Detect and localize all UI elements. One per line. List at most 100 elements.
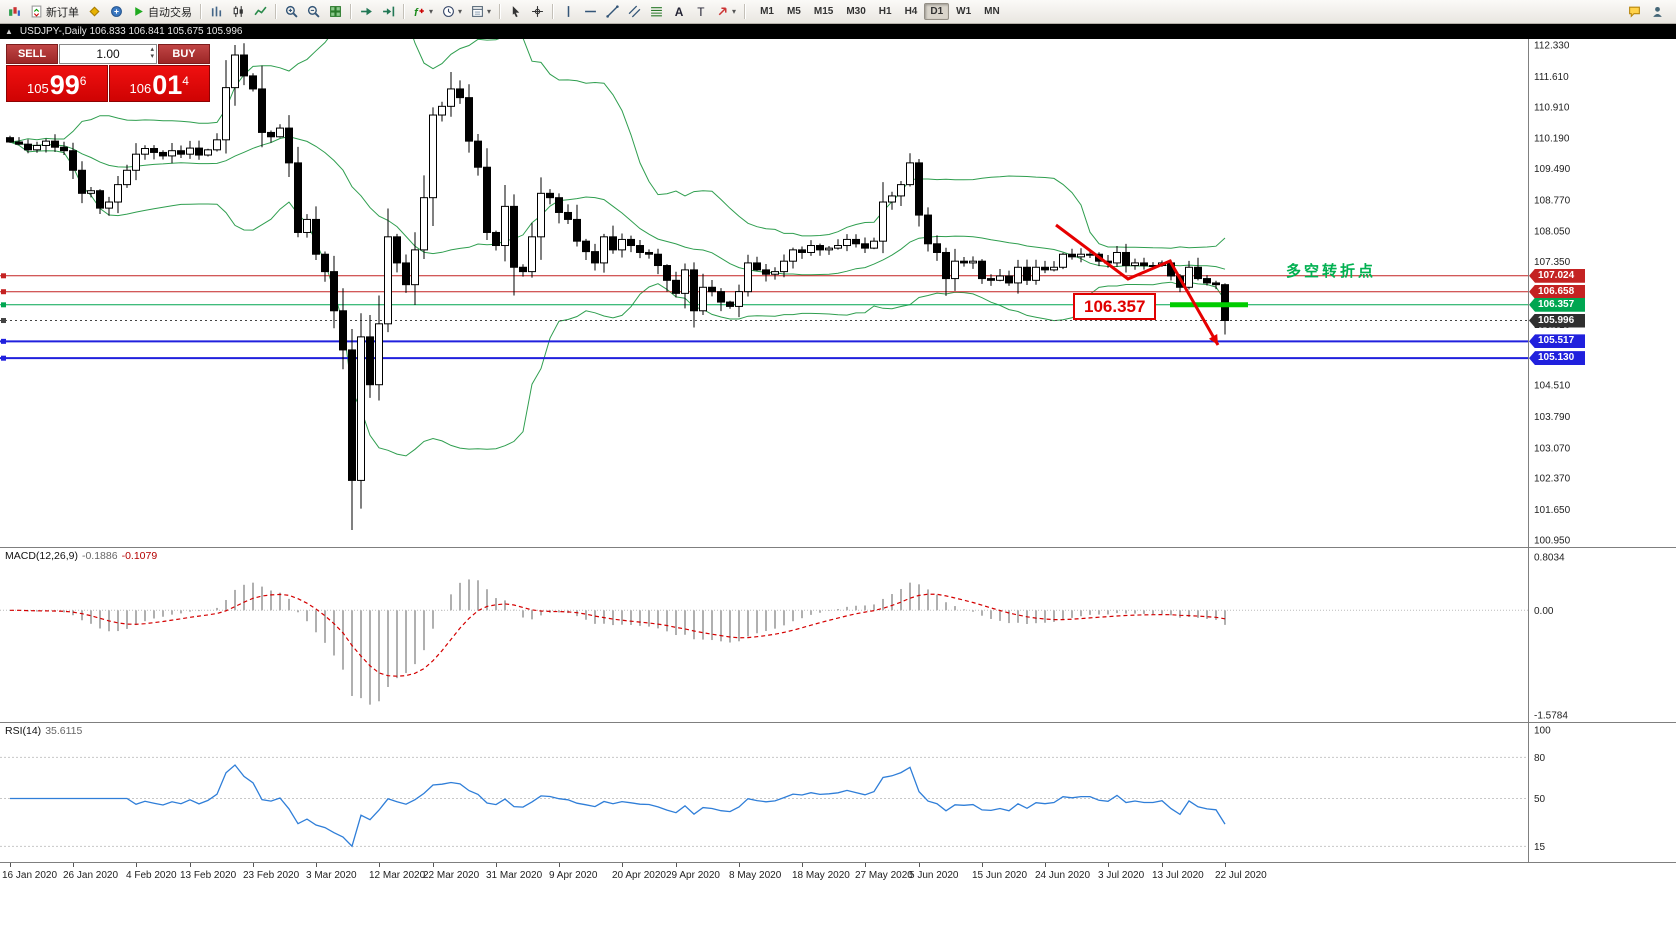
autotrading-button-label: 自动交易 <box>148 6 192 19</box>
tile-icon <box>329 5 342 18</box>
crosshair-button[interactable] <box>527 1 548 23</box>
horizontal-line-button[interactable] <box>580 1 601 23</box>
time-tick <box>190 863 191 867</box>
collapse-chart-icon[interactable]: ▲ <box>5 27 13 36</box>
fibo-icon <box>650 5 663 18</box>
svg-text:T: T <box>697 5 704 18</box>
time-tick <box>559 863 560 867</box>
timeframe-m1[interactable]: M1 <box>760 6 774 17</box>
volume-value: 1.00 <box>96 47 120 61</box>
svg-text:0.00: 0.00 <box>1534 606 1554 617</box>
time-tick <box>739 863 740 867</box>
rsi-panel-canvas[interactable]: 100 80 50 15 <box>0 722 1676 862</box>
price-flag-106.357: 106.357 <box>1529 297 1585 312</box>
time-axis-label: 12 Mar 2020 <box>369 870 426 881</box>
macd-panel-canvas[interactable]: 0.8034 0.00 -1.5784 <box>0 547 1676 722</box>
spin-down-icon[interactable]: ▾ <box>150 53 154 60</box>
time-tick <box>136 863 137 867</box>
time-axis-label: 26 Jan 2020 <box>63 870 119 881</box>
timeframe-w1[interactable]: W1 <box>956 6 972 17</box>
market-watch-icon[interactable] <box>84 1 105 23</box>
indicators-icon: f <box>413 5 426 18</box>
sell-button[interactable]: SELL <box>6 44 58 64</box>
dropdown-arrow-icon: ▾ <box>458 7 463 16</box>
time-axis-label: 22 Jul 2020 <box>1215 870 1267 881</box>
new-order-button[interactable]: 新订单 <box>26 1 83 23</box>
sell-price-prefix: 105 <box>27 81 49 96</box>
toolbar-separator <box>744 4 747 19</box>
dropdown-arrow-icon: ▾ <box>732 7 737 16</box>
app-logo-icon[interactable] <box>4 1 25 23</box>
svg-text:108.050: 108.050 <box>1534 227 1571 238</box>
toolbar-separator <box>350 4 352 19</box>
time-axis-label: 5 Jun 2020 <box>909 870 959 881</box>
price-chart-canvas[interactable]: 112.330 111.610 110.910 110.190 109.490 108.7… <box>0 39 1676 547</box>
chat-icon[interactable] <box>1624 1 1645 23</box>
auto-scroll-button[interactable] <box>356 1 377 23</box>
chart-window: ▲ USDJPY-,Daily 106.833 106.841 105.675 … <box>0 24 1676 947</box>
time-tick <box>253 863 254 867</box>
price-flag-105.130: 105.130 <box>1529 351 1585 366</box>
time-axis-label: 29 Apr 2020 <box>666 870 720 881</box>
svg-text:A: A <box>675 5 684 18</box>
time-axis[interactable]: 16 Jan 2020 26 Jan 2020 4 Feb 2020 13 Feb 2… <box>0 862 1676 947</box>
line-chart-button[interactable] <box>250 1 271 23</box>
buy-button[interactable]: BUY <box>158 44 210 64</box>
fibonacci-button[interactable] <box>646 1 667 23</box>
candlestick-chart-button[interactable] <box>228 1 249 23</box>
cursor-button[interactable] <box>505 1 526 23</box>
volume-field[interactable]: 1.00 ▴ ▾ <box>59 44 157 64</box>
price-level-annotation-box[interactable]: 106.357 <box>1073 293 1157 320</box>
svg-text:101.650: 101.650 <box>1534 505 1571 516</box>
buy-price-button[interactable]: 106 01 4 <box>108 65 210 102</box>
toolbar-separator <box>200 4 202 19</box>
buy-price-big: 01 <box>152 70 183 100</box>
chart-shift-button[interactable] <box>378 1 399 23</box>
navigator-icon[interactable] <box>106 1 127 23</box>
time-tick <box>10 863 11 867</box>
indicators-button[interactable]: f ▾ <box>409 1 437 23</box>
time-axis-label: 4 Feb 2020 <box>126 870 177 881</box>
timeframe-h1[interactable]: H1 <box>878 6 892 17</box>
sell-price-button[interactable]: 105 99 6 <box>6 65 108 102</box>
template-icon <box>471 5 484 18</box>
autotrading-button[interactable]: 自动交易 <box>128 1 196 23</box>
svg-text:110.910: 110.910 <box>1534 102 1570 113</box>
price-flag-106.658: 106.658 <box>1529 284 1585 299</box>
bar-chart-button[interactable] <box>206 1 227 23</box>
spin-up-icon[interactable]: ▴ <box>150 46 154 53</box>
cursor-icon <box>509 5 522 18</box>
label-button[interactable]: T <box>690 1 711 23</box>
macd-name: MACD(12,26,9) <box>5 550 78 562</box>
sell-price-sup: 6 <box>79 74 87 88</box>
rsi-name: RSI(14) <box>5 725 42 737</box>
arrows-icon <box>716 5 729 18</box>
textA-icon: A <box>672 5 685 18</box>
community-icon[interactable] <box>1647 1 1668 23</box>
timeframe-m30[interactable]: M30 <box>846 6 866 17</box>
tile-windows-button[interactable] <box>325 1 346 23</box>
volume-spinner[interactable]: ▴ ▾ <box>150 46 154 60</box>
time-axis-label: 13 Feb 2020 <box>180 870 237 881</box>
arrows-button[interactable]: ▾ <box>712 1 740 23</box>
text-button[interactable]: A <box>668 1 689 23</box>
time-axis-label: 18 May 2020 <box>792 870 850 881</box>
zoom-in-button[interactable] <box>281 1 302 23</box>
svg-text:109.490: 109.490 <box>1534 164 1571 175</box>
templates-button[interactable]: ▾ <box>467 1 495 23</box>
time-tick <box>622 863 623 867</box>
timeframe-d1[interactable]: D1 <box>924 3 950 20</box>
timeframe-m5[interactable]: M5 <box>786 6 801 17</box>
channel-button[interactable] <box>624 1 645 23</box>
timeframe-m15[interactable]: M15 <box>813 6 834 17</box>
periods-button[interactable]: ▾ <box>438 1 466 23</box>
time-tick <box>982 863 983 867</box>
trendline-button[interactable] <box>602 1 623 23</box>
clock-icon <box>442 5 455 18</box>
timeframe-h4[interactable]: H4 <box>904 6 918 17</box>
timeframe-mn[interactable]: MN <box>984 6 1000 17</box>
turning-point-annotation[interactable]: 多空转折点 <box>1286 263 1377 280</box>
vertical-line-button[interactable] <box>558 1 579 23</box>
zoom-out-button[interactable] <box>303 1 324 23</box>
